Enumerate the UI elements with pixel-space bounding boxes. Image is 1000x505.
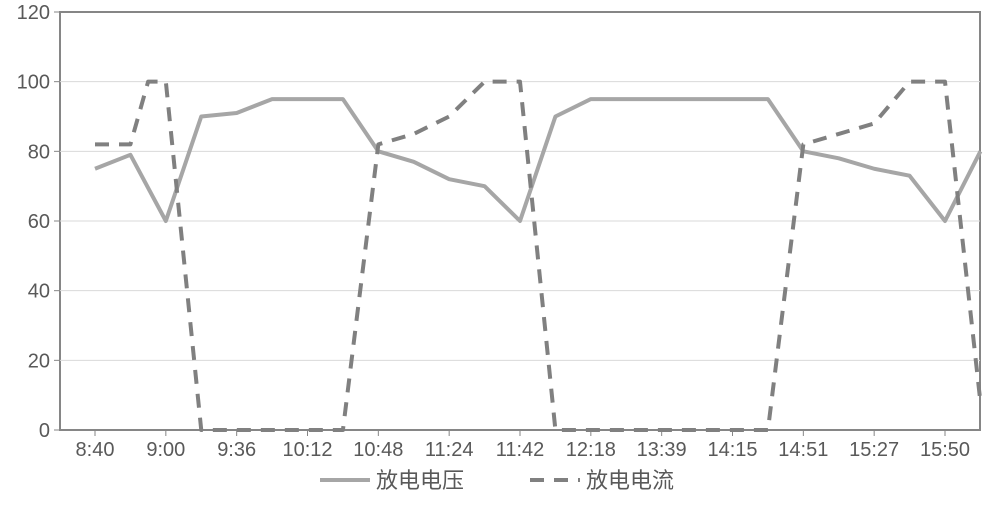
x-tick-label: 10:12 [282, 439, 332, 461]
x-tick-label: 14:15 [707, 439, 757, 461]
legend: 放电电压 放电电流 [320, 468, 674, 493]
chart-svg: 0 20 40 60 80 100 120 8:40 9:00 9:36 10:12 10:48 11:… [0, 0, 1000, 505]
x-tick-label: 12:18 [566, 439, 616, 461]
x-tick-label: 11:42 [496, 439, 545, 461]
x-tick-label: 15:27 [849, 439, 899, 461]
x-tick-label: 15:50 [920, 439, 970, 461]
y-tick-label: 40 [28, 281, 50, 303]
y-tick-label: 80 [28, 141, 50, 163]
y-tick-label: 120 [17, 2, 50, 24]
y-tick-label: 100 [17, 72, 50, 94]
y-tick-label: 0 [39, 420, 50, 442]
line-chart: 0 20 40 60 80 100 120 8:40 9:00 9:36 10:12 10:48 11:… [0, 0, 1000, 505]
y-tick-label: 60 [28, 211, 50, 233]
legend-label-voltage: 放电电压 [376, 468, 464, 493]
legend-label-current: 放电电流 [586, 468, 674, 493]
x-tick-label: 9:00 [146, 439, 185, 461]
y-tick-label: 20 [28, 350, 50, 372]
x-tick-label: 11:24 [425, 439, 474, 461]
x-tick-label: 14:51 [778, 439, 828, 461]
x-tick-label: 8:40 [76, 439, 115, 461]
x-tick-label: 9:36 [217, 439, 256, 461]
x-tick-label: 10:48 [353, 439, 403, 461]
x-tick-label: 13:39 [637, 439, 687, 461]
